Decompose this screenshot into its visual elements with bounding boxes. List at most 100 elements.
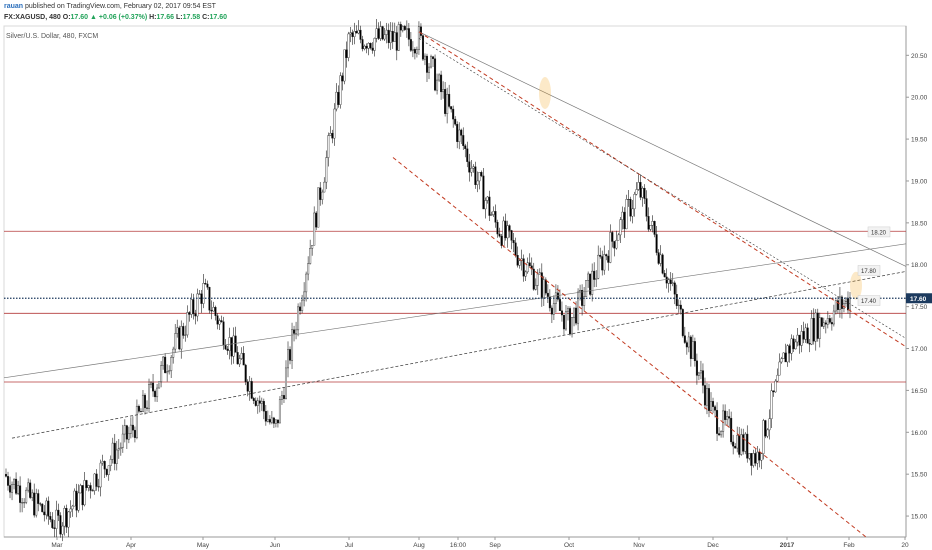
candle-body: [77, 492, 80, 511]
candle-body: [303, 291, 306, 301]
candle-body: [411, 49, 414, 51]
candle-body: [59, 515, 62, 535]
candle-body: [508, 225, 511, 231]
candle-body: [625, 199, 628, 230]
candle-body: [11, 484, 14, 493]
candle-body: [230, 337, 233, 357]
candle-body: [152, 382, 155, 392]
candle-body: [772, 390, 775, 393]
candle-body: [714, 406, 717, 411]
candle-body: [681, 309, 684, 336]
candle-body: [156, 387, 159, 398]
candle-body: [661, 254, 664, 274]
candle-body: [385, 29, 388, 35]
author-link[interactable]: rauan: [4, 3, 24, 10]
candle-body: [49, 516, 52, 520]
candle-body: [351, 32, 354, 37]
candle-body: [41, 503, 44, 513]
candle-body: [91, 490, 94, 492]
candle-body: [649, 225, 652, 230]
candle-body: [436, 79, 439, 91]
candle-body: [131, 424, 134, 431]
candle-body: [756, 451, 759, 464]
x-tick-label: Oct: [564, 542, 574, 549]
candle-body: [115, 449, 118, 464]
candle-body: [826, 318, 829, 325]
candle-body: [357, 29, 360, 34]
candle-body: [828, 318, 831, 323]
candle-body: [87, 485, 90, 488]
candle-body: [81, 485, 84, 506]
candle-body: [393, 32, 396, 42]
y-tick-label: 20.00: [911, 95, 928, 102]
candle-body: [373, 38, 376, 51]
candle-body: [109, 459, 112, 466]
candle-body: [591, 270, 594, 295]
candle-body: [137, 405, 140, 412]
candle-body: [611, 232, 614, 242]
candle-body: [391, 30, 394, 42]
candle-body: [327, 135, 330, 158]
candle-body: [256, 400, 259, 406]
candle-body: [148, 384, 151, 409]
candle-body: [425, 55, 428, 73]
candle-body: [337, 91, 340, 105]
candle-body: [204, 283, 207, 285]
candle-body: [202, 283, 205, 304]
candle-body: [365, 45, 368, 49]
candle-body: [305, 273, 308, 293]
candle-body: [190, 299, 193, 315]
x-tick-label: 20: [901, 542, 909, 549]
candle-body: [615, 240, 618, 249]
candle-body: [659, 254, 662, 264]
candle-body: [569, 308, 572, 335]
candle-body: [470, 168, 473, 173]
candle-body: [587, 273, 590, 281]
candle-body: [679, 304, 682, 310]
candle-body: [844, 297, 847, 304]
candle-body: [766, 429, 769, 437]
candle-body: [188, 312, 191, 315]
candle-body: [349, 32, 352, 35]
candle-body: [242, 353, 245, 366]
candle-body: [284, 367, 287, 399]
candle-body: [369, 43, 372, 49]
candle-body: [800, 331, 803, 346]
candle-body: [198, 293, 201, 295]
x-tick-label: Feb: [843, 542, 855, 549]
candle-body: [166, 371, 169, 374]
candle-body: [248, 381, 251, 392]
candle-body: [158, 381, 161, 389]
candle-body: [534, 285, 537, 290]
candle-body: [39, 503, 42, 505]
candle-body: [164, 356, 167, 374]
candle-body: [150, 382, 153, 385]
candle-body: [224, 344, 227, 350]
candle-body: [675, 294, 678, 306]
candle-body: [486, 196, 489, 201]
candle-body: [798, 334, 801, 346]
trend-line: [3, 243, 907, 379]
candle-body: [571, 317, 574, 335]
candle-body: [432, 56, 435, 59]
candle-body: [466, 148, 469, 162]
candle-body: [558, 299, 561, 311]
candle-body: [113, 442, 116, 464]
candle-body: [29, 482, 32, 498]
candle-body: [834, 300, 837, 312]
candle-body: [780, 358, 783, 363]
candle-body: [583, 296, 586, 306]
candle-body: [732, 441, 735, 447]
candle-body: [532, 268, 535, 290]
candle-body: [383, 34, 386, 40]
candle-body: [7, 476, 10, 486]
candle-body: [506, 225, 509, 239]
candle-body: [170, 357, 173, 371]
candle-body: [85, 480, 88, 488]
price-annotation-label: 17.40: [861, 299, 877, 305]
candle-body: [750, 453, 753, 466]
low-value: 17.58: [182, 14, 201, 21]
candle-body: [728, 416, 731, 419]
candle-body: [331, 132, 334, 139]
